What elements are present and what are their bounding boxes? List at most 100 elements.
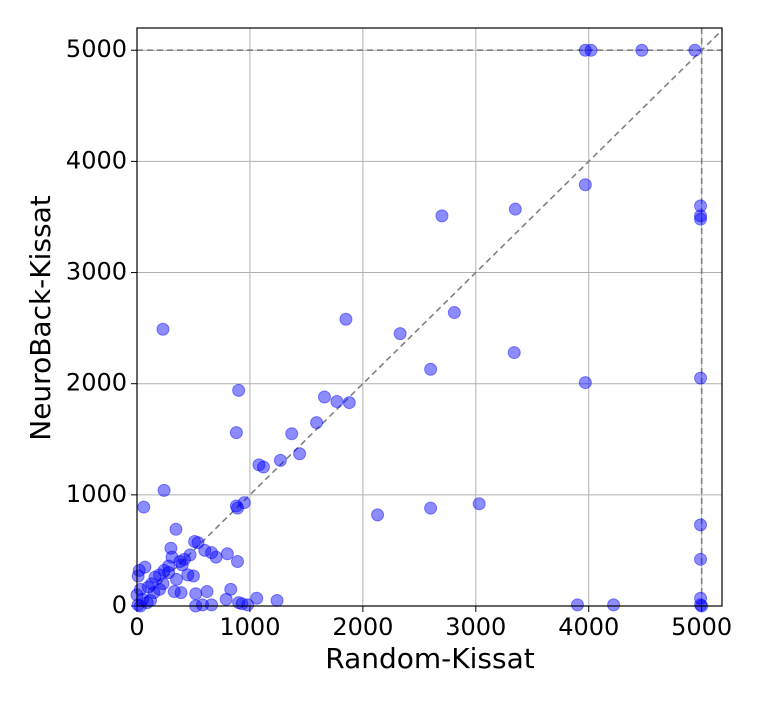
y-axis-label: NeuroBack-Kissat — [24, 195, 57, 441]
point — [635, 43, 649, 57]
point — [148, 570, 162, 584]
point — [189, 587, 203, 601]
point — [578, 43, 592, 57]
plot-frame — [136, 27, 723, 607]
point — [232, 383, 246, 397]
point — [694, 518, 708, 532]
point — [153, 582, 167, 596]
point — [393, 327, 407, 341]
point — [157, 483, 171, 497]
point — [186, 569, 200, 583]
point — [694, 371, 708, 385]
point — [173, 555, 187, 569]
point — [435, 209, 449, 223]
point — [472, 497, 486, 511]
point — [508, 202, 522, 216]
point — [162, 566, 176, 580]
point — [578, 376, 592, 390]
point — [570, 598, 584, 612]
point — [219, 592, 233, 606]
point — [694, 598, 708, 612]
point — [270, 593, 284, 607]
point — [153, 568, 167, 582]
point — [584, 43, 598, 57]
x-tick-label: 2000 — [332, 613, 393, 641]
point — [137, 500, 151, 514]
point — [310, 416, 324, 430]
point — [694, 552, 708, 566]
point — [138, 560, 152, 574]
point — [165, 550, 179, 564]
point — [157, 563, 171, 577]
point — [235, 597, 249, 611]
point — [273, 453, 287, 467]
point — [231, 555, 245, 569]
point — [196, 598, 210, 612]
point — [241, 598, 255, 612]
x-tick-label: 5000 — [671, 613, 732, 641]
point — [156, 322, 170, 336]
point — [220, 547, 234, 561]
point — [164, 541, 178, 555]
point — [293, 447, 307, 461]
point — [205, 598, 219, 612]
y-tick-label: 4000 — [66, 146, 127, 174]
y-tick-label: 0 — [112, 591, 127, 619]
point — [424, 362, 438, 376]
point — [200, 585, 214, 599]
point — [694, 199, 708, 213]
point — [198, 543, 212, 557]
point — [424, 501, 438, 515]
point — [256, 460, 270, 474]
point — [229, 499, 243, 513]
point — [237, 496, 251, 510]
point — [156, 577, 170, 591]
point — [252, 458, 266, 472]
point — [342, 396, 356, 410]
point — [694, 591, 708, 605]
point — [607, 598, 621, 612]
point — [330, 394, 344, 408]
y-tick-label: 3000 — [66, 258, 127, 286]
point — [371, 508, 385, 522]
point — [688, 43, 702, 57]
point — [181, 568, 195, 582]
point — [169, 522, 183, 536]
point — [175, 558, 189, 572]
point — [317, 390, 331, 404]
point — [507, 346, 521, 360]
y-tick-label: 2000 — [66, 369, 127, 397]
point — [191, 536, 205, 550]
y-tick-label: 1000 — [66, 480, 127, 508]
point — [285, 427, 299, 441]
point — [188, 535, 202, 549]
point — [132, 563, 146, 577]
point — [177, 552, 191, 566]
x-axis-label: Random-Kissat — [325, 642, 535, 675]
x-tick-label: 0 — [129, 613, 144, 641]
point — [250, 591, 264, 605]
point — [131, 569, 145, 583]
point — [131, 598, 145, 612]
point — [229, 426, 243, 440]
diagonal-line — [136, 29, 723, 607]
point — [170, 572, 184, 586]
point — [694, 212, 708, 226]
point — [224, 582, 238, 596]
x-tick-label: 3000 — [445, 613, 506, 641]
point — [205, 546, 219, 560]
point — [694, 209, 708, 223]
point — [578, 178, 592, 192]
point — [141, 580, 155, 594]
point — [167, 585, 181, 599]
point — [145, 577, 159, 591]
point — [183, 548, 197, 562]
point — [231, 501, 245, 515]
x-tick-label: 1000 — [219, 613, 280, 641]
point — [209, 550, 223, 564]
point — [144, 593, 158, 607]
point — [147, 586, 161, 600]
x-tick-label: 4000 — [558, 613, 619, 641]
